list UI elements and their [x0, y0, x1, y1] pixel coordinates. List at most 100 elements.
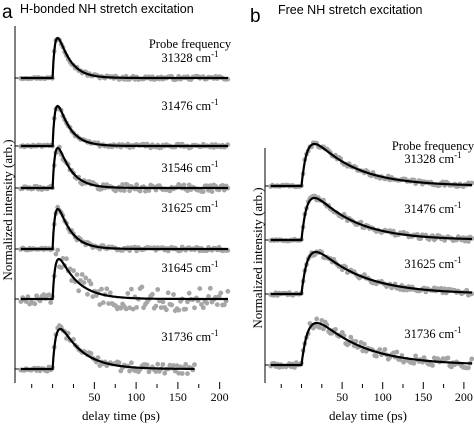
data-point: [107, 290, 113, 296]
data-point: [207, 285, 213, 291]
data-point: [449, 364, 454, 370]
data-point: [116, 360, 122, 366]
series-label-exponent: -1: [211, 259, 219, 269]
data-point: [120, 182, 125, 187]
probe-frequency-header: Probe frequency: [149, 37, 232, 51]
data-point: [125, 291, 131, 296]
data-point: [53, 251, 59, 257]
x-tick-label: 200: [455, 390, 473, 404]
series-31736: 31736 cm-1: [15, 323, 219, 376]
data-point: [197, 286, 203, 291]
data-point: [32, 301, 38, 307]
data-point: [83, 275, 89, 281]
y-axis-label: Normalized intensity (arb.): [0, 139, 15, 280]
x-axis-label: delay time (ps): [82, 408, 160, 423]
data-point: [88, 281, 94, 287]
data-point: [382, 347, 388, 352]
series-31476: 31476 cm-1: [15, 97, 231, 151]
series-label: 31736 cm-1: [404, 325, 461, 341]
x-tick-label: 100: [127, 390, 145, 404]
data-point: [179, 371, 185, 376]
data-point: [185, 299, 190, 305]
data-point: [192, 305, 197, 311]
data-point: [411, 360, 417, 366]
series-label-frequency: 31645 cm: [161, 261, 211, 275]
fit-curve: [20, 207, 228, 251]
data-point: [186, 290, 192, 296]
series-31328: 31328 cm-1: [265, 140, 474, 190]
data-point: [169, 302, 175, 308]
fit-curve: [20, 146, 228, 190]
data-point: [469, 356, 474, 362]
x-tick-label: 50: [88, 390, 100, 404]
data-point: [153, 303, 159, 309]
series-label-frequency: 31328 cm: [161, 51, 211, 65]
series-label-frequency: 31328 cm: [404, 152, 454, 166]
data-point: [139, 284, 145, 290]
data-point: [176, 370, 182, 376]
data-point: [167, 188, 173, 194]
fit-curve: [20, 327, 195, 371]
data-point: [466, 365, 471, 371]
data-point: [176, 307, 182, 313]
fit-curve: [270, 250, 472, 296]
x-axis-label: delay time (ps): [329, 408, 407, 423]
data-point: [99, 286, 104, 292]
series-31546: 31546 cm-1: [15, 144, 231, 195]
data-point: [74, 272, 80, 277]
data-point: [127, 368, 132, 374]
data-point: [158, 305, 164, 310]
series-label-frequency: 31736 cm: [404, 327, 454, 341]
series-label-frequency: 31476 cm: [161, 99, 211, 113]
series-31625: 31625 cm-1: [265, 248, 474, 298]
x-tick-label: 100: [374, 390, 392, 404]
series-label-exponent: -1: [454, 200, 462, 210]
series-label-exponent: -1: [454, 325, 462, 335]
data-point: [204, 300, 210, 306]
fit-curve: [20, 36, 228, 80]
data-point: [292, 365, 297, 370]
series-label-frequency: 31625 cm: [161, 201, 211, 215]
probe-frequency-header: Probe frequency: [392, 139, 474, 153]
data-point: [181, 182, 187, 188]
data-point: [23, 299, 29, 304]
data-point: [430, 363, 435, 368]
series-31476: 31476 cm-1: [265, 193, 474, 244]
data-point: [150, 291, 155, 297]
data-point: [106, 301, 111, 306]
data-point: [134, 182, 140, 188]
data-point: [95, 355, 101, 361]
series-label: 31328 cm-1: [404, 150, 461, 166]
data-point: [153, 369, 159, 374]
data-point: [185, 371, 190, 376]
data-point: [225, 288, 231, 294]
plots-layer: 50 100 150 200 delay time (ps) Normalized int…: [0, 26, 474, 423]
series-label: 31625 cm-1: [161, 199, 218, 215]
data-point: [192, 362, 197, 367]
x-tick-label: 200: [211, 390, 229, 404]
data-point: [362, 341, 367, 347]
data-point: [171, 292, 176, 297]
data-point: [144, 362, 150, 368]
data-point: [134, 305, 140, 310]
panel-a: 50 100 150 200 delay time (ps) Normalized int…: [0, 26, 232, 423]
series-label: 31645 cm-1: [161, 259, 218, 275]
data-point: [183, 362, 189, 367]
data-point: [18, 299, 24, 304]
data-point: [445, 355, 451, 361]
data-point: [162, 370, 168, 376]
x-tick-label: 150: [169, 390, 187, 404]
series-label-exponent: -1: [211, 159, 219, 169]
data-point: [146, 188, 152, 193]
data-point: [200, 305, 206, 311]
panel-a-letter: a: [2, 2, 13, 23]
data-point: [129, 360, 134, 366]
series-31736: 31736 cm-1: [265, 316, 474, 371]
data-point: [314, 316, 320, 322]
data-point: [165, 290, 171, 296]
data-point: [121, 188, 127, 194]
series-label-frequency: 31476 cm: [404, 202, 454, 216]
data-point: [362, 272, 367, 277]
series-label: 31476 cm-1: [161, 97, 218, 113]
